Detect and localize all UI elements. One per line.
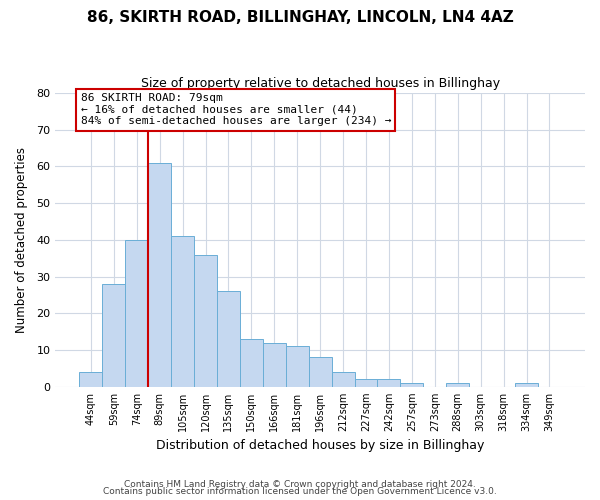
Bar bbox=[103, 284, 125, 387]
Bar bbox=[355, 380, 377, 387]
Text: Contains public sector information licensed under the Open Government Licence v3: Contains public sector information licen… bbox=[103, 488, 497, 496]
Bar bbox=[125, 240, 148, 387]
Y-axis label: Number of detached properties: Number of detached properties bbox=[15, 147, 28, 333]
Bar bbox=[446, 383, 469, 387]
Bar bbox=[171, 236, 194, 387]
Bar bbox=[79, 372, 103, 387]
Bar bbox=[515, 383, 538, 387]
Bar bbox=[400, 383, 424, 387]
Bar bbox=[377, 380, 400, 387]
Bar bbox=[194, 254, 217, 387]
Title: Size of property relative to detached houses in Billinghay: Size of property relative to detached ho… bbox=[140, 78, 500, 90]
Bar bbox=[332, 372, 355, 387]
X-axis label: Distribution of detached houses by size in Billinghay: Distribution of detached houses by size … bbox=[156, 440, 484, 452]
Bar bbox=[217, 292, 240, 387]
Bar bbox=[286, 346, 308, 387]
Bar bbox=[240, 339, 263, 387]
Text: 86, SKIRTH ROAD, BILLINGHAY, LINCOLN, LN4 4AZ: 86, SKIRTH ROAD, BILLINGHAY, LINCOLN, LN… bbox=[86, 10, 514, 25]
Bar bbox=[308, 358, 332, 387]
Bar bbox=[263, 342, 286, 387]
Text: 86 SKIRTH ROAD: 79sqm
← 16% of detached houses are smaller (44)
84% of semi-deta: 86 SKIRTH ROAD: 79sqm ← 16% of detached … bbox=[80, 93, 391, 126]
Bar bbox=[148, 163, 171, 387]
Text: Contains HM Land Registry data © Crown copyright and database right 2024.: Contains HM Land Registry data © Crown c… bbox=[124, 480, 476, 489]
